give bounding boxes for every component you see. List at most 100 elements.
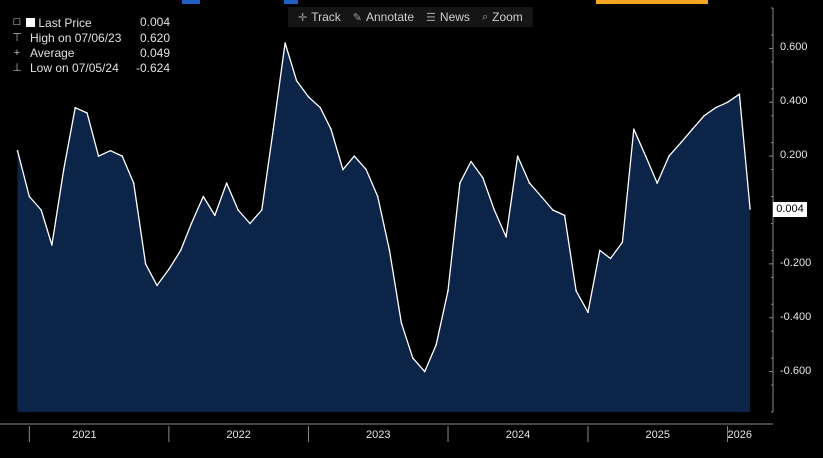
legend-high-label: High on 07/06/23	[30, 31, 122, 45]
data-point	[493, 209, 496, 211]
x-tick-label: 2023	[365, 429, 391, 441]
data-point	[482, 176, 484, 179]
series-line	[16, 42, 751, 373]
data-point	[319, 106, 322, 109]
current-value-label: 0.004	[773, 202, 807, 217]
data-point	[342, 168, 344, 171]
x-tick-label: 2022	[226, 429, 251, 441]
legend-last-price-value: 0.004	[139, 15, 170, 29]
data-point	[703, 114, 706, 117]
data-point	[714, 106, 717, 109]
series-area	[17, 43, 751, 412]
data-point	[202, 195, 205, 198]
data-point	[168, 268, 170, 271]
track-label: Track	[311, 10, 341, 24]
data-point	[365, 168, 367, 171]
data-point	[353, 155, 356, 157]
data-point	[307, 96, 310, 98]
data-point	[621, 241, 624, 244]
data-point	[284, 42, 286, 44]
data-point	[587, 311, 589, 314]
legend-high-value: 0.620	[139, 31, 170, 45]
y-tick-label: 0.600	[780, 41, 808, 54]
data-point	[540, 195, 543, 198]
data-point	[62, 168, 65, 171]
data-point	[412, 357, 414, 359]
data-point	[609, 257, 612, 260]
legend-average-label: Average	[30, 46, 75, 60]
data-point	[121, 155, 124, 157]
chart-toolbar: ✛ Track ✎ Annotate ☰ News ⌕ Zoom	[288, 7, 533, 27]
annotate-label: Annotate	[366, 10, 415, 24]
track-button[interactable]: ✛ Track	[294, 10, 345, 24]
data-point	[190, 222, 193, 225]
data-point	[97, 155, 100, 157]
data-point	[237, 209, 239, 211]
legend-average-value: 0.049	[139, 46, 170, 60]
data-point	[51, 244, 53, 246]
annotate-button[interactable]: ✎ Annotate	[349, 10, 418, 24]
data-point	[563, 214, 566, 217]
data-point	[633, 128, 635, 130]
high-marker-icon: ⊤	[12, 32, 22, 44]
data-point	[40, 209, 42, 211]
data-point	[144, 263, 147, 265]
data-point	[86, 112, 88, 114]
data-point	[749, 208, 751, 210]
data-point	[516, 155, 519, 157]
data-point	[575, 290, 577, 292]
data-point	[261, 209, 263, 211]
data-point	[738, 93, 741, 95]
data-point	[179, 249, 182, 252]
data-point	[132, 182, 135, 184]
x-tick-label: 2026	[727, 429, 752, 441]
x-tick-label: 2021	[72, 429, 97, 441]
pencil-icon: ✎	[352, 11, 362, 24]
topbar-blue-segment-1	[182, 0, 200, 4]
data-point	[400, 322, 403, 324]
data-point	[470, 160, 472, 163]
news-icon: ☰	[426, 11, 436, 24]
data-point	[528, 182, 531, 184]
legend-high[interactable]: ⊤ High on 07/06/23 0.620	[12, 31, 170, 46]
legend-average[interactable]: + Average 0.049	[14, 46, 170, 61]
topbar-orange-segment	[596, 0, 708, 4]
data-point	[225, 182, 228, 184]
x-tick-label: 2024	[505, 429, 531, 441]
crosshair-icon: ✛	[298, 11, 308, 24]
low-marker-icon: ⊥	[12, 62, 22, 74]
legend-collapse-icon[interactable]: □	[13, 16, 21, 28]
zoom-button[interactable]: ⌕ Zoom	[478, 10, 527, 24]
data-point	[272, 128, 275, 130]
data-point	[213, 214, 216, 217]
data-point	[599, 249, 601, 252]
legend-last-price-name: Last Price	[26, 15, 92, 31]
x-tick-label: 2025	[645, 429, 670, 441]
news-button[interactable]: ☰ News	[422, 10, 474, 24]
legend-panel: □ Last Price 0.004 ⊤ High on 07/06/23 0.…	[12, 15, 170, 76]
data-point	[551, 209, 554, 211]
white-swatch-icon	[26, 18, 35, 27]
data-point	[249, 222, 251, 225]
data-point	[459, 182, 461, 184]
data-point	[74, 106, 77, 109]
data-point	[656, 182, 658, 184]
legend-last-price[interactable]: □ Last Price 0.004	[14, 15, 170, 31]
y-tick-label: -0.600	[780, 364, 812, 377]
plot-layer	[16, 42, 751, 412]
axis-layer	[0, 7, 774, 442]
data-point	[16, 149, 19, 152]
data-point	[726, 101, 729, 104]
data-point	[28, 195, 31, 198]
legend-low-value: -0.624	[135, 61, 170, 75]
topbar-blue-segment-2	[284, 0, 298, 4]
y-tick-label: -0.200	[780, 256, 812, 269]
news-label: News	[439, 10, 470, 24]
legend-low[interactable]: ⊥ Low on 07/05/24 -0.624	[12, 61, 170, 76]
average-marker-icon: +	[13, 47, 21, 59]
data-point	[109, 149, 112, 152]
data-point	[447, 290, 449, 292]
magnifier-icon: ⌕	[481, 10, 489, 23]
data-point	[295, 79, 298, 82]
